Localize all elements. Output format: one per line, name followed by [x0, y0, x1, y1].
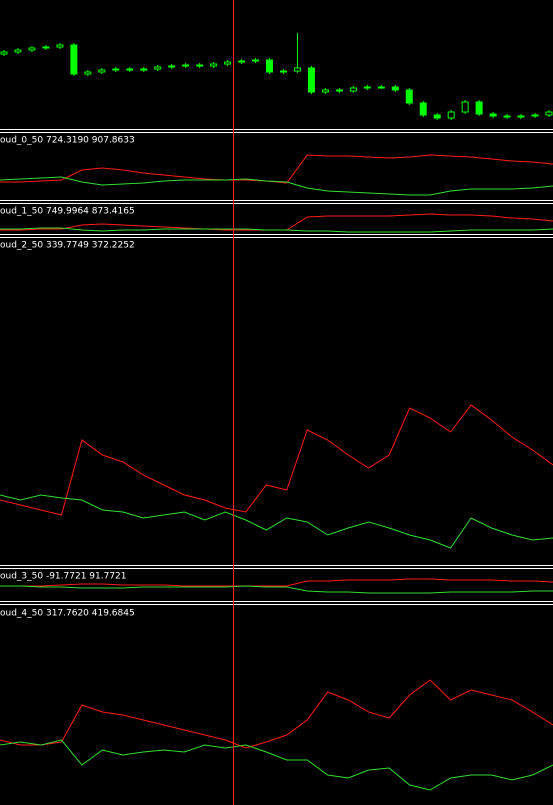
candle-body	[266, 59, 274, 73]
candle-body	[405, 89, 413, 104]
plot-area: oud_0_50 724.3190 907.8633 oud_1_50 749.9…	[0, 33, 553, 791]
candle-body	[168, 65, 176, 68]
pane-label: oud_1_50 749.9964 873.4165	[0, 207, 135, 217]
pane-label: oud_0_50 724.3190 907.8633	[0, 136, 135, 146]
candle-body	[126, 68, 134, 71]
candle-body	[28, 47, 36, 51]
indicator-line	[0, 578, 553, 587]
indicator-line	[0, 227, 553, 233]
candle-body	[84, 71, 92, 75]
candle-body	[42, 46, 50, 49]
pane-label: oud_3_50 -91.7721 91.7721	[0, 572, 127, 582]
candle-body	[377, 86, 385, 89]
candle-body	[419, 102, 427, 116]
candle-body	[321, 89, 329, 93]
candle-body	[140, 68, 148, 71]
candle-body	[70, 44, 78, 75]
candle-body	[182, 64, 190, 67]
indicator-line	[0, 585, 553, 594]
candle-body	[349, 87, 357, 92]
candle-body	[210, 63, 218, 67]
candle-body	[433, 114, 441, 119]
candle-body	[335, 89, 343, 92]
indicator-line	[0, 679, 553, 749]
candle-body	[238, 60, 246, 63]
candle-body	[447, 111, 455, 119]
candle-body	[307, 67, 315, 93]
indicator-line	[0, 176, 553, 196]
candle-body	[489, 113, 497, 117]
candle-body	[56, 44, 64, 48]
candle-body	[545, 111, 553, 116]
candle-body	[475, 101, 483, 115]
candle-body	[196, 64, 204, 67]
indicator-line	[0, 404, 553, 516]
candle-body	[224, 61, 232, 65]
indicator-line	[0, 494, 553, 549]
candle-body	[293, 67, 301, 72]
pane-label: oud_4_50 317.7620 419.6845	[0, 609, 135, 619]
candle-body	[252, 59, 260, 62]
candle-body	[391, 86, 399, 91]
candle-body	[461, 101, 469, 113]
candle-body	[98, 69, 106, 73]
indicator-line	[0, 739, 553, 791]
candle-body	[517, 115, 525, 118]
candle-body	[363, 86, 371, 89]
candle-body	[503, 115, 511, 118]
pane-separators	[0, 129, 553, 605]
candle-body	[112, 68, 120, 71]
candle-body	[0, 51, 8, 55]
candle-body	[154, 66, 162, 70]
candle-body	[531, 114, 539, 117]
pane-label: oud_2_50 339.7749 372.2252	[0, 241, 135, 251]
candle-body	[279, 70, 287, 73]
candle-body	[14, 49, 22, 53]
